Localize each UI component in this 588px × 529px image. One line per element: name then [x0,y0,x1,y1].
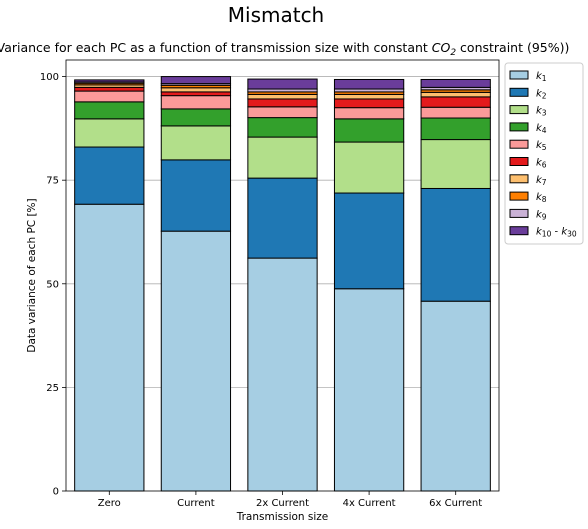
legend-entry: k2 [536,88,547,100]
legend-entry: k9 [536,209,547,221]
legend-swatch [509,122,529,132]
bar-segment [420,300,491,492]
bar-segment [333,141,405,194]
legend-entry: k7 [536,175,547,187]
x-tick-label: Current [177,498,215,509]
y-tick-label: 25 [46,383,59,394]
bar-segment [160,159,232,232]
bar-segment [420,91,491,98]
legend-swatch [509,174,529,184]
bar-segment [420,96,491,108]
bar-segment [160,230,232,492]
chart-title: Variance for each PC as a function of tr… [0,40,569,58]
legend-swatch [509,226,529,236]
y-tick-label: 0 [53,487,59,498]
bar-segment [247,117,318,138]
x-axis-ticks: Zero Current 2x Current 4x Current 6x Curren… [98,491,482,509]
bar-segment [420,117,491,141]
legend: k1 k2 k3 k4 k5 k6 k7 k8 k9 k10 - k30 [504,62,584,245]
bar-segment [247,78,318,90]
bar-segment [74,146,145,205]
y-tick-label: 100 [40,72,59,83]
bar-segment [74,90,145,103]
bar-segment [74,101,145,120]
x-axis-label: Transmission size [236,511,329,523]
bar-segment [160,76,232,85]
bar-segment [74,86,145,92]
x-tick-label: 6x Current [429,498,482,509]
legend-swatch [509,157,529,166]
chart-suptitle: Mismatch [228,3,324,27]
x-tick-label: 2x Current [256,498,309,509]
legend-swatch [509,70,529,80]
bar-segment [74,118,145,148]
legend-swatch [509,105,529,115]
y-tick-label: 75 [46,176,59,187]
bar-segment [160,125,232,161]
bar-segment [160,95,232,110]
legend-swatch [509,191,529,201]
y-axis-label: Data variance of each PC [%] [26,198,38,352]
legend-swatch [509,208,529,218]
legend-entry: k6 [536,158,547,170]
legend-entry: k5 [536,140,547,152]
x-tick-label: 4x Current [343,498,396,509]
bars [74,76,491,492]
bar-segment [247,177,318,259]
bar-segment [420,187,491,302]
bar-segment [74,79,145,83]
bar-segment [420,106,491,119]
legend-swatch [509,87,529,97]
bar-segment [247,257,318,492]
bar-segment [160,87,232,93]
bar-segment [247,136,318,179]
bar-segment [247,93,318,100]
legend-entry: k3 [536,106,547,118]
legend-entry: k10 - k30 [536,227,577,239]
bar-segment [247,106,318,119]
y-tick-label: 50 [46,279,59,290]
legend-entry: k8 [536,192,547,204]
bar-segment [333,93,405,100]
bar-segment [420,139,491,189]
bar-segment [333,118,405,143]
bar-segment [74,203,145,492]
bar-segment [333,288,405,492]
bar-segment [333,107,405,120]
bar-segment [333,98,405,109]
bar-segment [247,98,318,108]
legend-entry: k1 [536,71,547,83]
x-tick-label: Zero [98,498,121,509]
legend-swatch [509,139,529,149]
bar-segment [333,192,405,290]
bar-segment [420,78,491,88]
bar-segment [160,91,232,97]
bar-segment [160,108,232,127]
legend-entry: k4 [536,123,547,135]
y-axis-ticks: 0 25 50 75 100 [40,72,66,498]
bar-segment [333,78,405,90]
